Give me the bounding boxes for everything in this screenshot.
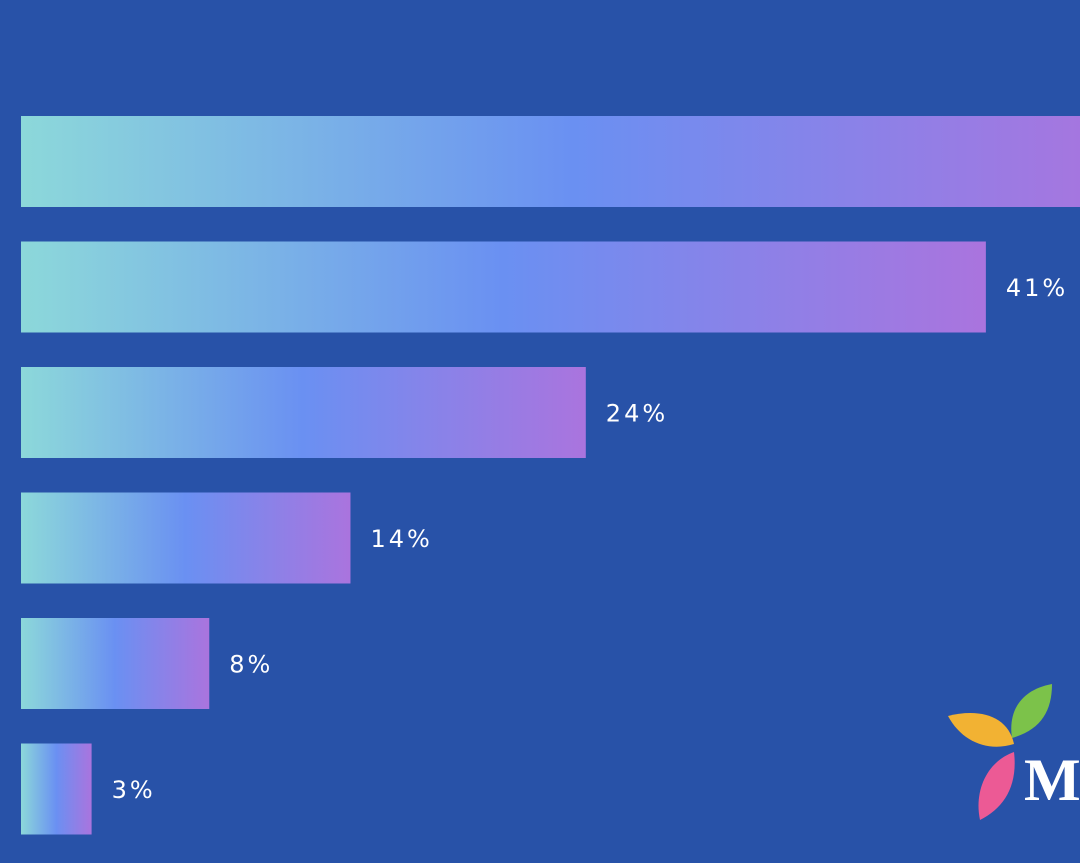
logo-leaf bbox=[978, 752, 1015, 820]
value-label: 41% bbox=[1006, 274, 1068, 302]
logo: M bbox=[948, 684, 1080, 820]
value-label: 14% bbox=[370, 525, 432, 553]
bar bbox=[21, 618, 210, 709]
logo-text: M bbox=[1024, 747, 1080, 813]
bar bbox=[21, 116, 1080, 207]
value-label: 8% bbox=[229, 651, 273, 679]
bar bbox=[21, 743, 92, 835]
logo-leaf bbox=[948, 713, 1014, 747]
value-label: 3% bbox=[112, 776, 156, 804]
bar bbox=[21, 492, 351, 584]
bar bbox=[21, 367, 586, 458]
value-label: 24% bbox=[606, 400, 668, 428]
bar bbox=[21, 241, 986, 333]
logo-leaf bbox=[1011, 684, 1052, 738]
